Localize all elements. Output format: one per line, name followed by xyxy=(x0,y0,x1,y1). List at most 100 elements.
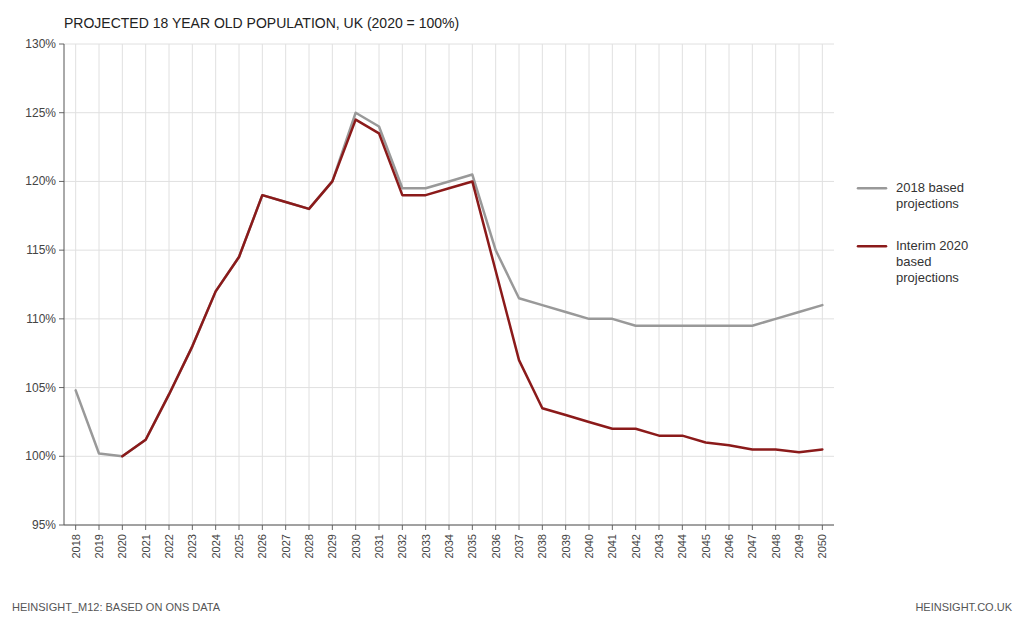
x-grid-line xyxy=(425,44,426,525)
legend-label: 2018 basedprojections xyxy=(896,180,964,211)
legend-label: Interim 2020basedprojections xyxy=(896,238,968,285)
x-tick xyxy=(682,525,683,530)
x-grid-line xyxy=(215,44,216,525)
x-tick xyxy=(542,525,543,530)
x-grid-line xyxy=(589,44,590,525)
y-tick-label: 125% xyxy=(25,106,56,120)
x-tick xyxy=(449,525,450,530)
x-tick-label: 2034 xyxy=(443,534,455,558)
x-tick-label: 2036 xyxy=(490,534,502,558)
x-tick xyxy=(309,525,310,530)
x-tick xyxy=(472,525,473,530)
x-grid-line xyxy=(495,44,496,525)
x-grid-line xyxy=(542,44,543,525)
x-tick-label: 2026 xyxy=(256,534,268,558)
x-tick-label: 2048 xyxy=(770,534,782,558)
x-tick-label: 2035 xyxy=(466,534,478,558)
y-tick xyxy=(59,112,64,113)
legend-label-line: based xyxy=(896,254,931,269)
x-grid-line xyxy=(822,44,823,525)
legend-label-line: 2018 based xyxy=(896,180,964,195)
x-tick xyxy=(122,525,123,530)
x-tick-label: 2044 xyxy=(676,534,688,558)
x-tick xyxy=(192,525,193,530)
x-grid-line xyxy=(122,44,123,525)
y-tick xyxy=(59,387,64,388)
y-grid-line xyxy=(64,525,834,526)
series-line xyxy=(122,120,822,457)
x-tick-label: 2018 xyxy=(70,534,82,558)
y-tick-label: 95% xyxy=(32,518,56,532)
x-grid-line xyxy=(565,44,566,525)
x-axis-line xyxy=(64,525,834,526)
x-tick xyxy=(775,525,776,530)
x-grid-line xyxy=(775,44,776,525)
x-tick-label: 2047 xyxy=(746,534,758,558)
y-tick xyxy=(59,525,64,526)
y-tick-label: 105% xyxy=(25,381,56,395)
legend-swatch xyxy=(858,245,886,248)
x-grid-line xyxy=(402,44,403,525)
x-grid-line xyxy=(682,44,683,525)
y-tick-label: 110% xyxy=(26,312,56,326)
x-tick-label: 2028 xyxy=(303,534,315,558)
x-grid-line xyxy=(169,44,170,525)
axes: 95%100%105%110%115%120%125%130%201820192… xyxy=(25,37,834,558)
x-tick-label: 2021 xyxy=(140,534,152,558)
x-tick xyxy=(752,525,753,530)
x-grid-line xyxy=(472,44,473,525)
x-tick xyxy=(565,525,566,530)
y-tick-label: 120% xyxy=(25,174,56,188)
x-grid-line xyxy=(145,44,146,525)
legend-swatch xyxy=(858,187,886,190)
x-tick xyxy=(519,525,520,530)
x-tick xyxy=(425,525,426,530)
x-tick-label: 2033 xyxy=(420,534,432,558)
x-tick-label: 2041 xyxy=(606,534,618,558)
x-tick xyxy=(355,525,356,530)
x-tick-label: 2029 xyxy=(326,534,338,558)
x-grid-line xyxy=(612,44,613,525)
chart-svg: PROJECTED 18 YEAR OLD POPULATION, UK (20… xyxy=(0,0,1024,621)
chart-title: PROJECTED 18 YEAR OLD POPULATION, UK (20… xyxy=(64,15,459,31)
x-grid-line xyxy=(262,44,263,525)
x-tick-label: 2031 xyxy=(373,534,385,558)
x-grid-line xyxy=(192,44,193,525)
x-tick-label: 2027 xyxy=(280,534,292,558)
x-tick-label: 2024 xyxy=(210,534,222,558)
x-tick xyxy=(215,525,216,530)
footnote: HEINSIGHT_M12: BASED ON ONS DATA xyxy=(12,601,221,613)
x-tick xyxy=(659,525,660,530)
x-tick xyxy=(635,525,636,530)
x-tick xyxy=(262,525,263,530)
x-grid-line xyxy=(705,44,706,525)
x-tick xyxy=(239,525,240,530)
legend-label-line: Interim 2020 xyxy=(896,238,968,253)
x-tick-label: 2045 xyxy=(700,534,712,558)
x-tick xyxy=(729,525,730,530)
legend-label-line: projections xyxy=(896,270,959,285)
x-grid-line xyxy=(729,44,730,525)
x-tick xyxy=(99,525,100,530)
x-tick-label: 2037 xyxy=(513,534,525,558)
x-tick-label: 2038 xyxy=(536,534,548,558)
x-tick xyxy=(799,525,800,530)
x-grid-line xyxy=(635,44,636,525)
x-grid-line xyxy=(75,44,76,525)
x-tick-label: 2043 xyxy=(653,534,665,558)
x-grid-line xyxy=(519,44,520,525)
footnote: HEINSIGHT.CO.UK xyxy=(915,601,1012,613)
x-grid-line xyxy=(309,44,310,525)
x-tick-label: 2032 xyxy=(396,534,408,558)
x-tick-label: 2019 xyxy=(93,534,105,558)
y-tick-label: 130% xyxy=(25,37,56,51)
x-tick xyxy=(75,525,76,530)
x-tick xyxy=(612,525,613,530)
x-tick xyxy=(589,525,590,530)
x-tick xyxy=(145,525,146,530)
legend-label-line: projections xyxy=(896,196,959,211)
x-grid-line xyxy=(285,44,286,525)
y-tick-label: 100% xyxy=(25,449,56,463)
y-tick xyxy=(59,181,64,182)
grid xyxy=(64,44,834,525)
